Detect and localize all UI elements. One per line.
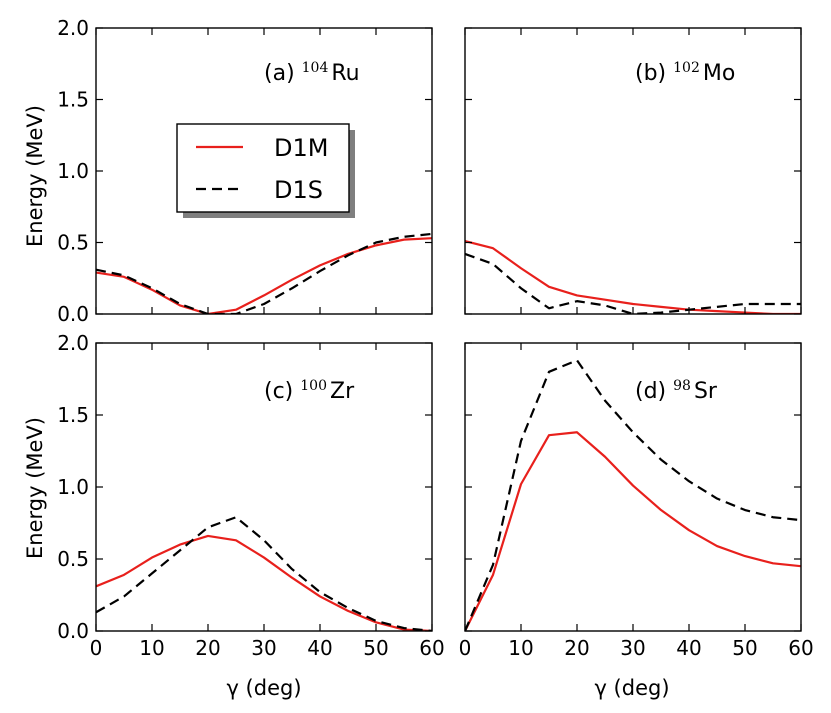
- panel-frame: [464, 27, 802, 315]
- y-tick-label: 1.5: [57, 88, 89, 112]
- series-line-d1s: [96, 516, 432, 631]
- legend: D1M D1S: [176, 123, 355, 218]
- x-tick-label: 60: [419, 636, 444, 660]
- x-tick-label: 10: [139, 636, 164, 660]
- panel-a: 0.0 0.5 1.0 1.5 2.0 (a) 104 Ru: [57, 16, 433, 326]
- panel-c: 0 10 20 30 40 50 60 0.0 0.5 1.0 1.5 2.0 (c) 100 Zr: [57, 331, 445, 660]
- x-tick-label: 40: [307, 636, 332, 660]
- x-tick-label: 30: [251, 636, 276, 660]
- y-tick-label: 0.0: [57, 619, 89, 643]
- x-tick-label: 30: [620, 636, 645, 660]
- legend-box: [176, 123, 350, 213]
- y-tick-label: 0.5: [57, 231, 89, 255]
- panel-d: 0 10 20 30 40 50 60 (d) 98 Sr: [459, 342, 814, 660]
- series-line-d1s: [465, 359, 801, 631]
- legend-label-d1m: D1M: [274, 134, 328, 162]
- panel-label: (a) 104 Ru: [264, 60, 360, 86]
- y-tick-label: 0.5: [57, 547, 89, 571]
- x-tick-label: 10: [508, 636, 533, 660]
- x-axis-title-right: γ (deg): [594, 676, 669, 700]
- x-tick-label: 60: [788, 636, 813, 660]
- series-line-d1m: [96, 534, 432, 631]
- series-line-d1s: [465, 252, 801, 314]
- panel-label: (c) 100 Zr: [264, 378, 355, 404]
- y-tick-label: 1.5: [57, 403, 89, 427]
- x-tick-label: 0: [90, 636, 103, 660]
- series-line-d1m: [96, 237, 432, 314]
- x-axis-title-left: γ (deg): [226, 676, 301, 700]
- series-line-d1s: [96, 232, 432, 314]
- x-tick-label: 40: [676, 636, 701, 660]
- x-tick-label: 20: [564, 636, 589, 660]
- panel-label: (b) 102 Mo: [635, 60, 735, 86]
- y-axis-title-bottom: Energy (MeV): [23, 417, 47, 559]
- y-tick-label: 2.0: [57, 16, 89, 40]
- x-tick-label: 50: [363, 636, 388, 660]
- x-tick-label: 0: [459, 636, 472, 660]
- y-tick-label: 0.0: [57, 302, 89, 326]
- panel-b: (b) 102 Mo: [464, 27, 802, 315]
- x-tick-label: 20: [195, 636, 220, 660]
- panel-label: (d) 98 Sr: [635, 378, 718, 404]
- panels-layer: 0.0 0.5 1.0 1.5 2.0 (a) 104 Ru (b) 102 Mo 0 10 20 30…: [57, 16, 814, 660]
- y-tick-label: 2.0: [57, 331, 89, 355]
- y-axis-title-top: Energy (MeV): [23, 105, 47, 247]
- series-line-d1m: [465, 431, 801, 631]
- y-tick-label: 1.0: [57, 159, 89, 183]
- legend-label-d1s: D1S: [274, 176, 323, 204]
- y-tick-label: 1.0: [57, 475, 89, 499]
- x-tick-label: 50: [732, 636, 757, 660]
